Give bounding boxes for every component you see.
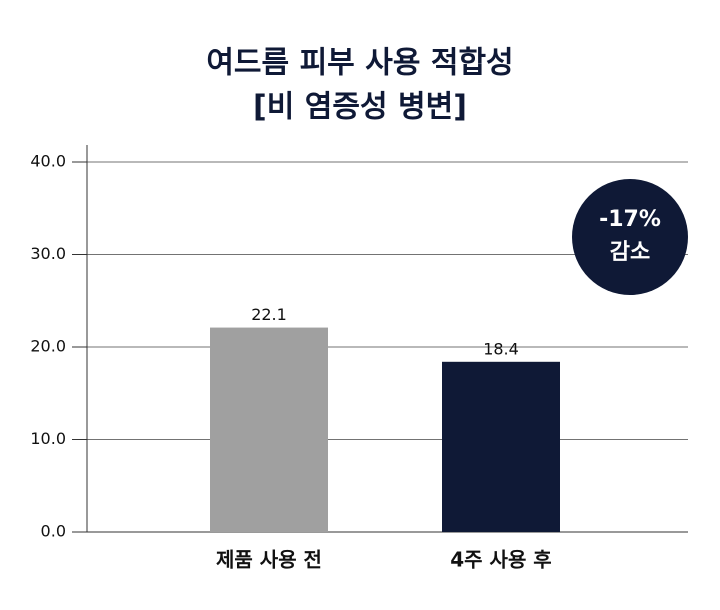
y-tick-label: 30.0 [30,244,66,263]
annotation-text: -17% [599,207,661,232]
bar [210,327,328,532]
y-tick-label: 10.0 [30,429,66,448]
bar [442,361,560,532]
chart-title: [비 염증성 병변] [253,90,467,125]
value-label: 22.1 [251,305,287,324]
y-tick-label: 0.0 [41,522,66,541]
chart-title: 여드름 피부 사용 적합성 [206,46,513,81]
y-tick-label: 20.0 [30,337,66,356]
value-label: 18.4 [483,339,519,358]
x-tick-label: 제품 사용 전 [216,548,322,572]
x-tick-label: 4주 사용 후 [450,548,551,572]
annotation-text: 감소 [610,240,650,265]
y-tick-label: 40.0 [30,152,66,171]
annotation-badge [572,179,688,295]
